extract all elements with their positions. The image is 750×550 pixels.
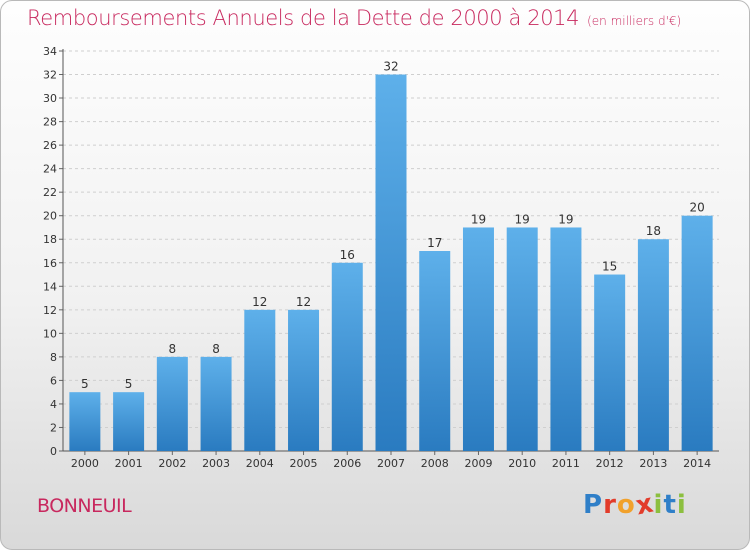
x-tick-label: 2003: [202, 457, 230, 470]
y-tick-label: 0: [50, 445, 57, 458]
y-tick-label: 30: [43, 92, 57, 105]
x-tick-label: 2010: [508, 457, 536, 470]
x-tick-label: 2001: [115, 457, 143, 470]
y-tick-label: 22: [43, 186, 57, 199]
bar: [244, 309, 276, 451]
chart-subtitle: (en milliers d'€): [587, 14, 682, 28]
bar: [69, 392, 101, 451]
x-tick-label: 2006: [333, 457, 361, 470]
logo-letter: o: [616, 490, 636, 520]
y-tick-label: 18: [43, 233, 57, 246]
data-label: 5: [81, 377, 89, 391]
logo-letter: P: [583, 490, 604, 520]
x-tick-label: 2007: [377, 457, 405, 470]
x-tick-label: 2005: [290, 457, 318, 470]
bar: [506, 227, 538, 451]
data-label: 18: [646, 224, 661, 238]
bar: [288, 309, 320, 451]
y-tick-label: 16: [43, 257, 57, 270]
bar: [200, 356, 232, 451]
bar: [550, 227, 582, 451]
y-tick-label: 24: [43, 163, 57, 176]
data-label: 19: [515, 212, 530, 226]
data-label: 20: [689, 201, 704, 215]
x-tick-label: 2013: [639, 457, 667, 470]
data-label: 17: [427, 236, 442, 250]
bar: [462, 227, 494, 451]
bar: [113, 392, 145, 451]
x-tick-label: 2002: [158, 457, 186, 470]
data-label: 12: [252, 295, 267, 309]
y-tick-label: 2: [50, 421, 57, 434]
x-tick-label: 2011: [552, 457, 580, 470]
data-label: 19: [558, 212, 573, 226]
bar: [375, 74, 407, 451]
x-tick-label: 2000: [71, 457, 99, 470]
data-label: 32: [383, 60, 398, 74]
bar: [419, 251, 451, 451]
bar: [156, 356, 188, 451]
data-label: 8: [212, 342, 220, 356]
bar: [637, 239, 669, 451]
x-tick-label: 2008: [421, 457, 449, 470]
y-tick-label: 34: [43, 45, 57, 58]
x-tick-label: 2012: [596, 457, 624, 470]
y-tick-label: 26: [43, 139, 57, 152]
y-tick-label: 4: [50, 398, 57, 411]
x-tick-label: 2009: [464, 457, 492, 470]
y-tick-label: 10: [43, 327, 57, 340]
x-tick-label: 2004: [246, 457, 274, 470]
bar: [594, 274, 626, 451]
data-label: 5: [125, 377, 133, 391]
bar: [331, 262, 363, 451]
logo-letter: t: [663, 490, 677, 520]
commune-name: BONNEUIL: [37, 495, 132, 517]
logo-letter: i: [653, 490, 664, 520]
data-label: 15: [602, 260, 617, 274]
y-tick-label: 20: [43, 210, 57, 223]
y-tick-label: 6: [50, 374, 57, 387]
y-tick-label: 28: [43, 116, 57, 129]
y-tick-label: 14: [43, 280, 57, 293]
y-tick-label: 8: [50, 351, 57, 364]
chart-title: Remboursements Annuels de la Dette de 20…: [27, 6, 681, 30]
title-text: Remboursements Annuels de la Dette de 20…: [27, 6, 580, 30]
y-tick-label: 12: [43, 304, 57, 317]
x-tick-label: 2014: [683, 457, 711, 470]
y-tick-label: 32: [43, 69, 57, 82]
proxiti-logo: Proxiti: [583, 488, 687, 521]
data-label: 19: [471, 212, 486, 226]
data-label: 16: [340, 248, 355, 262]
logo-letter: i: [676, 490, 687, 520]
logo-letter: r: [603, 490, 617, 520]
bar: [681, 215, 713, 451]
data-label: 8: [169, 342, 177, 356]
data-label: 12: [296, 295, 311, 309]
